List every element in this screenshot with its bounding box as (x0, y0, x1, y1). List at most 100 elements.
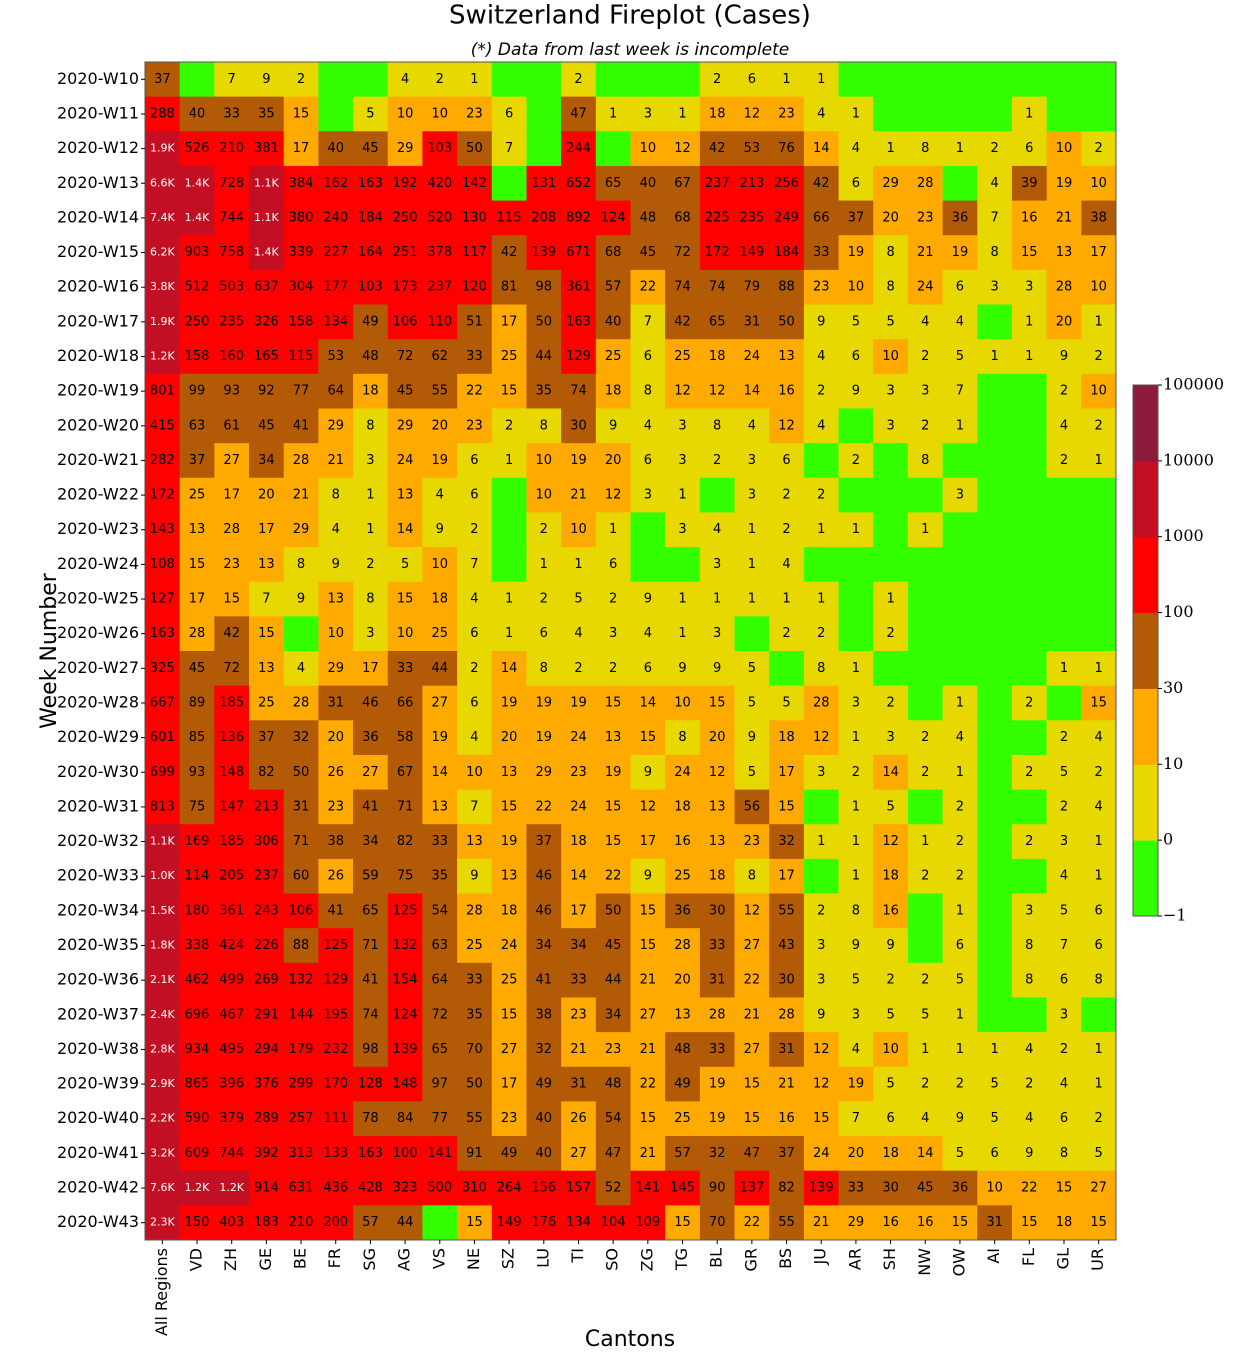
heat-cell (942, 1205, 978, 1241)
cell-label: 7 (990, 210, 998, 225)
cell-label: 9 (644, 765, 652, 780)
cell-label: 42 (501, 245, 518, 260)
heat-cell (803, 96, 840, 132)
heat-cell (734, 754, 770, 791)
cell-label: 133 (323, 1146, 348, 1161)
cell-label: 3 (678, 418, 686, 433)
cell-label: 64 (327, 384, 344, 399)
heat-cell (665, 547, 701, 583)
heat-cell (145, 754, 181, 791)
cell-label: 15 (709, 695, 726, 710)
heat-cell (873, 789, 909, 825)
heat-cell (769, 1066, 805, 1102)
heat-cell (561, 1032, 597, 1068)
cell-label: 18 (431, 592, 448, 607)
heat-cell (1046, 477, 1082, 513)
heat-cell (422, 1066, 458, 1102)
cell-label: 24 (674, 765, 691, 780)
cell-label: 24 (397, 453, 414, 468)
cell-label: 32 (293, 730, 310, 745)
heat-cell (942, 547, 978, 583)
cell-label: 12 (778, 418, 795, 433)
cell-label: 79 (744, 280, 761, 295)
cell-label: 361 (566, 280, 591, 295)
cell-label: 9 (644, 869, 652, 884)
heat-cell (1081, 754, 1117, 791)
cell-label: 3 (644, 106, 652, 121)
heat-cell (769, 62, 805, 98)
heat-cell (873, 616, 909, 652)
cell-label: 139 (809, 1181, 834, 1196)
heat-cell (838, 789, 874, 825)
heat-cell (526, 1032, 562, 1068)
cell-label: 24 (744, 349, 761, 364)
heat-cell (1046, 997, 1082, 1033)
heat-cell (838, 616, 874, 652)
heat-cell (595, 1066, 631, 1102)
cell-label: 74 (570, 384, 587, 399)
heat-cell (1046, 373, 1082, 409)
y-tick-label: 2020-W11 (57, 103, 139, 122)
heat-cell (769, 131, 805, 167)
cell-label: 1 (609, 522, 617, 537)
cell-label: 2 (713, 453, 721, 468)
cell-label: 1.1K (150, 835, 175, 848)
cell-label: 10 (327, 626, 344, 641)
cell-label: 5 (886, 1007, 894, 1022)
cell-label: 8 (817, 661, 825, 676)
cell-label: 12 (674, 384, 691, 399)
cell-label: 32 (709, 1146, 726, 1161)
heat-cell (214, 373, 250, 409)
cell-label: 19 (848, 245, 865, 260)
cell-label: 137 (739, 1181, 764, 1196)
cell-label: 637 (254, 280, 279, 295)
cell-label: 5 (990, 1077, 998, 1092)
heat-cell (699, 131, 736, 167)
cell-label: 81 (501, 280, 518, 295)
heat-cell (283, 339, 319, 375)
heat-cell (977, 96, 1013, 132)
heat-cell (353, 339, 389, 375)
cell-label: 54 (605, 1111, 622, 1126)
heat-cell (942, 754, 978, 791)
heat-cell (907, 893, 944, 929)
cell-label: 10 (431, 106, 448, 121)
heat-cell (283, 754, 319, 791)
heat-cell (595, 443, 631, 479)
cell-label: 82 (397, 834, 414, 849)
heat-cell (1046, 824, 1082, 860)
heat-cell (699, 581, 736, 617)
cell-label: 503 (219, 280, 244, 295)
cell-label: 2.9K (150, 1077, 175, 1090)
cell-label: 24 (570, 799, 587, 814)
cell-label: 33 (431, 834, 448, 849)
heat-cell (491, 443, 527, 479)
cell-label: 33 (223, 106, 240, 121)
heat-cell (907, 858, 944, 895)
heat-cell (665, 651, 701, 687)
cell-label: 13 (431, 799, 448, 814)
heat-cell (353, 1170, 389, 1206)
y-tick-label: 2020-W43 (57, 1212, 139, 1231)
cell-label: 68 (674, 210, 691, 225)
cell-label: 30 (570, 418, 587, 433)
cell-label: 34 (362, 834, 379, 849)
heat-cell (353, 997, 389, 1033)
heat-cell (179, 1205, 215, 1241)
heat-cell (665, 62, 701, 98)
cell-label: 18 (709, 869, 726, 884)
heat-cell (249, 789, 285, 825)
cell-label: 10 (640, 141, 657, 156)
cell-label: 27 (1090, 1181, 1107, 1196)
cell-label: 48 (605, 1077, 622, 1092)
heat-cell (318, 96, 354, 132)
cell-label: 1 (1095, 834, 1103, 849)
cell-label: 57 (605, 280, 622, 295)
heat-cell (977, 685, 1013, 721)
cell-label: 12 (709, 384, 726, 399)
heat-cell (561, 373, 597, 409)
x-tick-label: FL (1019, 1248, 1038, 1266)
heat-cell (318, 304, 354, 340)
heat-cell (838, 304, 874, 340)
heat-cell (387, 754, 423, 791)
